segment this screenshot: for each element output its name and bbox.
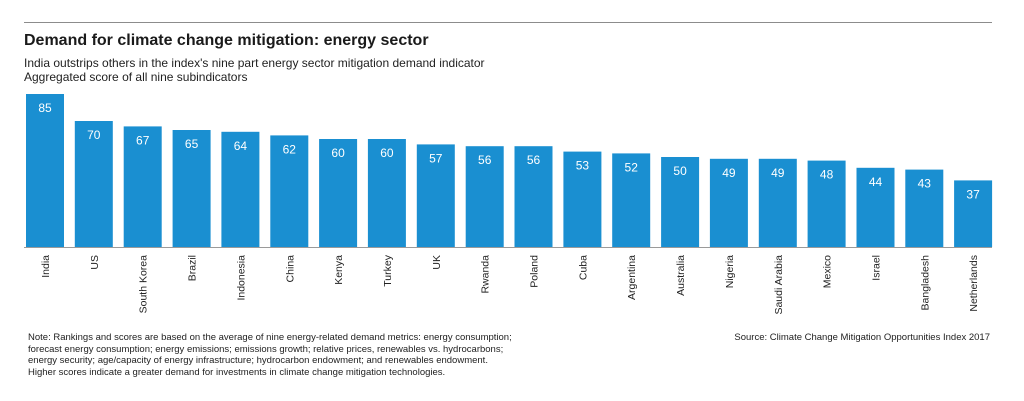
- source-note: Source: Climate Change Mitigation Opport…: [734, 332, 990, 343]
- x-tick-label: Cuba: [577, 255, 589, 280]
- note-line: Higher scores indicate a greater demand …: [28, 366, 446, 378]
- data-label: 65: [185, 137, 199, 151]
- data-label: 49: [771, 166, 785, 180]
- x-tick-label: Rwanda: [480, 255, 492, 294]
- x-tick-label: Australia: [675, 255, 687, 296]
- x-tick-label: UK: [431, 255, 443, 270]
- data-label: 37: [966, 187, 980, 201]
- data-label: 70: [87, 128, 101, 142]
- bar: [758, 158, 797, 247]
- bar: [563, 151, 602, 247]
- chart-title: Demand for climate change mitigation: en…: [24, 32, 429, 49]
- data-label: 64: [234, 139, 248, 153]
- x-tick-label: Netherlands: [968, 255, 980, 312]
- bar: [270, 135, 309, 247]
- bar: [367, 139, 406, 247]
- bar: [26, 94, 64, 247]
- data-label: 85: [38, 101, 52, 115]
- x-tick-label: India: [40, 255, 52, 278]
- bar: [465, 146, 504, 247]
- x-tick-label: Israel: [871, 255, 883, 281]
- x-tick-label: Saudi Arabia: [773, 255, 785, 315]
- bar: [709, 158, 748, 247]
- bar-chart: 85 India 70 US 67 South Korea 65 Brazil 64 Indone…: [24, 94, 993, 315]
- bar: [807, 160, 846, 247]
- x-tick-label: South Korea: [138, 255, 150, 314]
- bar: [514, 146, 553, 247]
- x-tick-label: Indonesia: [235, 255, 247, 301]
- bar: [74, 121, 113, 247]
- x-tick-label: China: [284, 255, 296, 283]
- x-tick-label: Turkey: [382, 254, 394, 286]
- data-label: 56: [478, 153, 492, 167]
- data-label: 67: [136, 133, 150, 147]
- data-label: 53: [576, 159, 590, 173]
- data-label: 60: [380, 146, 394, 160]
- data-label: 52: [625, 160, 639, 174]
- note-line: Note: Rankings and scores are based on t…: [28, 332, 512, 343]
- x-tick-label: Mexico: [822, 255, 834, 288]
- top-rule: [24, 22, 992, 23]
- data-label: 62: [283, 142, 297, 156]
- data-label: 57: [429, 151, 443, 165]
- data-label: 56: [527, 153, 541, 167]
- chart-note: Note: Rankings and scores are based on t…: [28, 332, 648, 378]
- data-label: 48: [820, 168, 834, 182]
- x-tick-label: Bangladesh: [919, 255, 931, 311]
- bar: [123, 126, 162, 247]
- bar: [172, 130, 211, 247]
- x-tick-label: Brazil: [187, 255, 199, 281]
- data-label: 49: [722, 166, 736, 180]
- bar: [612, 153, 651, 247]
- x-tick-label: US: [89, 255, 101, 270]
- data-label: 50: [673, 164, 687, 178]
- note-line: energy security; age/capacity of energy …: [28, 355, 488, 367]
- note-line: forecast energy consumption; energy emis…: [28, 343, 504, 355]
- x-tick-label: Kenya: [333, 255, 345, 285]
- x-tick-label: Nigeria: [724, 255, 736, 288]
- data-label: 60: [331, 146, 345, 160]
- chart-subtitle: India outstrips others in the index's ni…: [24, 56, 485, 70]
- bar: [319, 139, 358, 247]
- data-label: 43: [918, 177, 932, 191]
- bar: [416, 144, 455, 247]
- x-tick-label: Poland: [529, 255, 541, 288]
- y-axis-label: Aggregated score of all nine subindicato…: [24, 70, 248, 84]
- bar: [954, 180, 993, 247]
- bar: [905, 169, 944, 247]
- x-tick-label: Argentina: [626, 255, 638, 300]
- bar: [856, 167, 895, 247]
- bar: [661, 157, 700, 247]
- bar: [221, 131, 260, 247]
- data-label: 44: [869, 175, 883, 189]
